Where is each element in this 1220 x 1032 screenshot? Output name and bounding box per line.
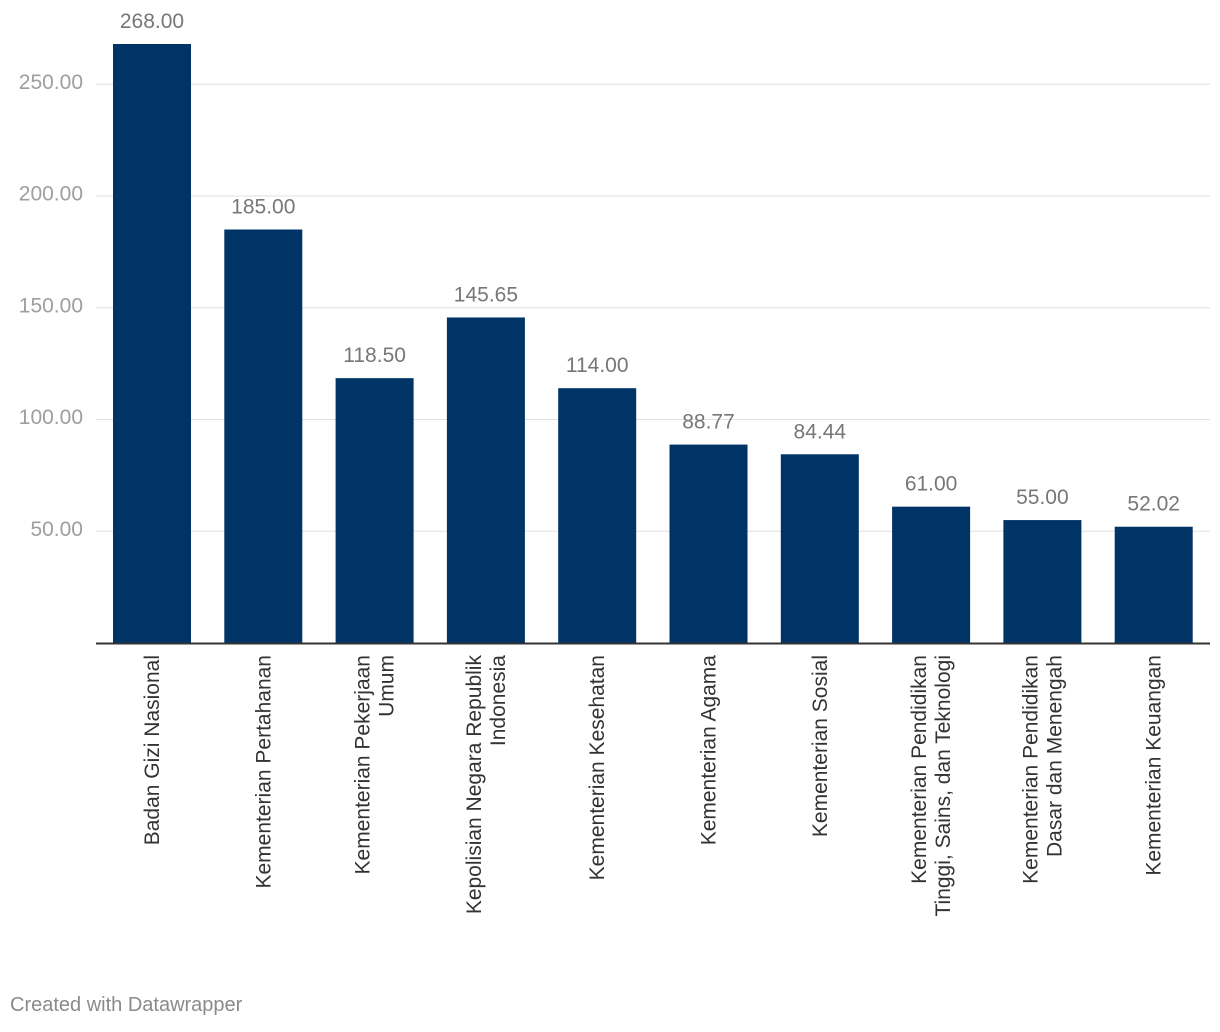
bar	[669, 444, 748, 643]
bar	[113, 44, 191, 643]
x-tick-label: Indonesia	[487, 655, 510, 746]
x-tick-label: Kementerian Pendidikan	[1019, 655, 1042, 884]
y-tick-label: 100.00	[19, 406, 83, 429]
x-tick-label: Kementerian Pekerjaan	[352, 655, 375, 874]
credit-text: Created with Datawrapper	[10, 994, 243, 1016]
x-tick-label: Kepolisian Negara Republik	[463, 655, 486, 915]
x-tick-label: Kementerian Kesehatan	[586, 655, 609, 880]
bar	[892, 506, 971, 643]
bar	[558, 388, 637, 643]
chart-canvas: 50.00 100.00 150.00 200.00 250.00 268.00 Badan…	[19, 10, 1210, 917]
data-label: 52.02	[1127, 493, 1180, 516]
data-label: 55.00	[1016, 486, 1069, 509]
x-tick-label: Tinggi, Sains, dan Teknologi	[932, 655, 955, 917]
x-tick-label: Kementerian Sosial	[809, 655, 832, 837]
bar	[335, 378, 414, 643]
y-tick-label: 250.00	[19, 71, 83, 94]
data-label: 84.44	[794, 420, 847, 443]
x-tick-label: Kementerian Agama	[698, 655, 721, 846]
data-label: 114.00	[566, 354, 629, 377]
bar	[1003, 520, 1082, 643]
bar	[446, 317, 525, 643]
x-tick-label: Badan Gizi Nasional	[141, 655, 164, 845]
data-label: 61.00	[905, 473, 958, 496]
x-tick-label: Kementerian Pendidikan	[908, 655, 931, 884]
x-tick-label: Kementerian Keuangan	[1143, 655, 1166, 876]
data-label: 118.50	[343, 344, 406, 367]
bar	[224, 229, 303, 643]
bar	[780, 454, 859, 643]
data-label: 145.65	[454, 283, 518, 306]
data-label: 88.77	[682, 411, 735, 434]
y-tick-label: 50.00	[30, 518, 83, 541]
data-label: 185.00	[231, 196, 295, 219]
bar	[1114, 526, 1193, 643]
x-tick-label: Kementerian Pertahanan	[252, 655, 275, 889]
y-tick-label: 150.00	[19, 294, 83, 317]
x-tick-label: Umum	[376, 655, 399, 717]
y-tick-label: 200.00	[19, 183, 83, 206]
x-tick-label: Dasar dan Menengah	[1043, 655, 1066, 857]
data-label: 268.00	[120, 10, 184, 33]
